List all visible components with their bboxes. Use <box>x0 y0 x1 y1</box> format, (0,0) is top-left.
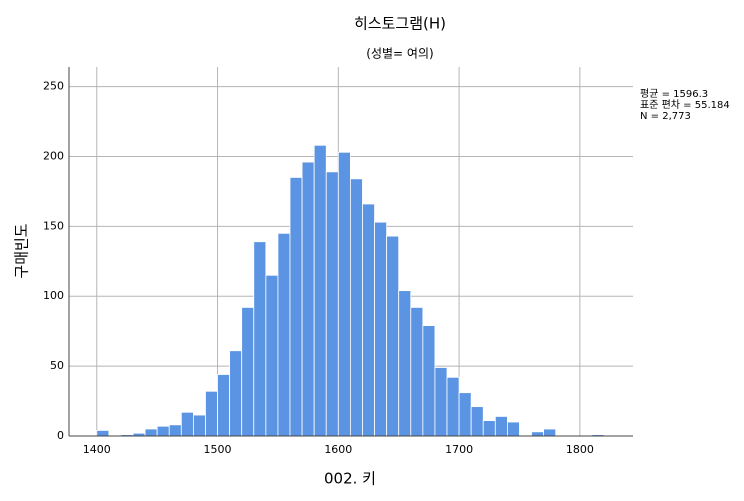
bar <box>482 420 496 437</box>
stat-label: 표준 편차 = 55.184 <box>640 99 730 111</box>
x-tick-label: 1500 <box>204 443 232 456</box>
bar <box>168 424 182 437</box>
bar <box>398 290 412 437</box>
bar <box>241 307 255 437</box>
y-tick-label: 0 <box>57 429 64 442</box>
bar <box>325 171 339 437</box>
y-tick-label: 200 <box>43 149 64 162</box>
bar <box>277 232 291 437</box>
x-tick-label: 1600 <box>324 443 352 456</box>
stat-label: N = 2,773 <box>640 111 691 122</box>
bar <box>313 144 327 437</box>
x-tick-label: 1700 <box>445 443 473 456</box>
bar <box>156 425 170 437</box>
bar <box>422 325 436 437</box>
y-tick-label: 50 <box>50 359 64 372</box>
bar <box>446 376 460 437</box>
bar <box>96 430 110 437</box>
bar <box>374 221 388 437</box>
x-axis-title: 002. 키 <box>324 470 376 488</box>
bar <box>362 203 375 437</box>
bar <box>229 350 243 437</box>
bar <box>253 241 267 437</box>
bar <box>386 235 400 437</box>
bar <box>337 151 351 437</box>
y-tick-label: 100 <box>43 289 64 302</box>
chart-title: 히스토그램(H) <box>354 15 446 33</box>
bar <box>289 177 303 437</box>
bar <box>265 274 279 437</box>
bar <box>470 406 484 437</box>
bar <box>543 428 557 437</box>
bar <box>192 414 206 437</box>
bar <box>410 307 424 437</box>
chart-subtitle: (성별= 여의) <box>366 47 433 61</box>
bar <box>217 374 231 437</box>
bar <box>144 428 158 437</box>
bar <box>458 392 472 437</box>
bar <box>494 416 508 437</box>
bar <box>531 431 545 437</box>
bar <box>205 390 218 437</box>
x-tick-label: 1400 <box>83 443 111 456</box>
y-axis-title: 구매빈도 <box>13 223 31 278</box>
bar <box>506 421 520 437</box>
bar <box>349 178 363 437</box>
stat-label: 평균 = 1596.3 <box>640 88 708 100</box>
x-tick-label: 1800 <box>566 443 594 456</box>
bar <box>180 411 194 437</box>
y-tick-label: 250 <box>43 80 64 93</box>
y-tick-label: 150 <box>43 219 64 232</box>
bar <box>301 161 315 437</box>
bar <box>434 367 448 437</box>
